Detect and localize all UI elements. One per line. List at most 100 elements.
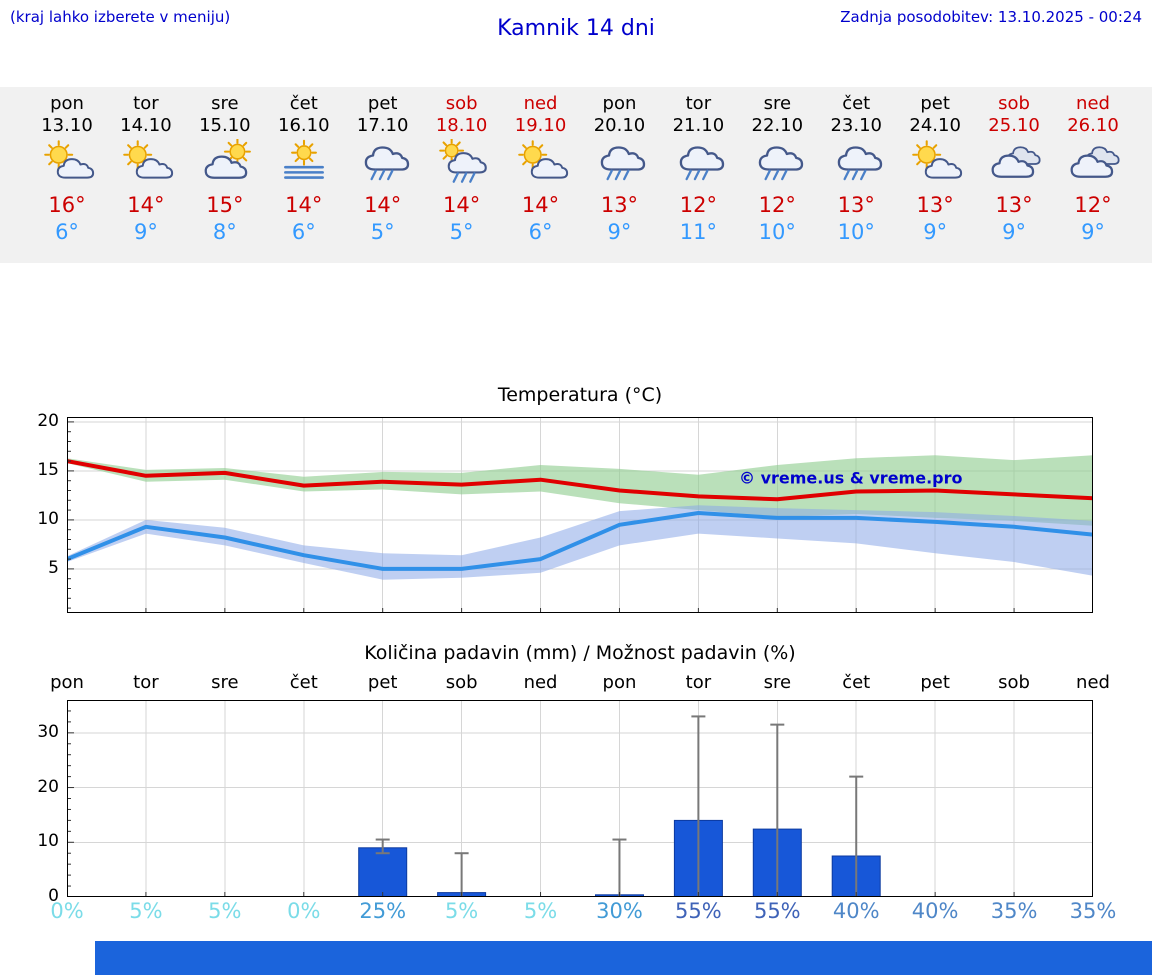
precip-y-tick-label: 0 [48,886,59,906]
day-name: sre [763,93,792,114]
day-name: sob [445,93,478,114]
min-temperature-line [67,511,1093,571]
temperature-chart: © vreme.us & vreme.pro [67,417,1093,613]
day-column-14.10[interactable]: tor 14.10 14° 9° [106,93,186,247]
day-column-18.10[interactable]: sob 18.10 14° 5° [422,93,502,247]
cloud-rain-icon [816,137,896,189]
day-column-25.10[interactable]: sob 25.10 13° 9° [974,93,1054,247]
day-low-temp: 10° [837,220,875,244]
day-column-17.10[interactable]: pet 17.10 14° 5° [343,93,423,247]
day-column-23.10[interactable]: čet 23.10 13° 10° [816,93,896,247]
precip-probability-label: 30% [596,899,643,923]
day-low-temp: 9° [1081,220,1105,244]
precip-probability-label: 5% [444,899,479,923]
precip-bar [358,847,408,897]
day-date: 14.10 [120,115,172,136]
day-high-temp: 13° [837,193,875,217]
day-date: 22.10 [751,115,804,136]
day-low-temp: 8° [212,220,237,244]
day-date: 26.10 [1067,115,1119,136]
day-date: 19.10 [514,115,567,136]
day-low-temp: 11° [679,220,717,244]
day-low-temp: 5° [370,220,395,244]
last-update-text: Zadnja posodobitev: 13.10.2025 - 00:24 [840,8,1142,26]
chart-frame [67,417,1093,613]
day-date: 25.10 [988,115,1040,136]
sun-cloud-icon [106,137,186,189]
precip-probability-label: 0% [50,899,84,923]
day-name: pet [920,93,950,114]
precip-y-tick-label: 10 [37,831,59,852]
precip-day-label: pet [367,672,398,693]
day-column-21.10[interactable]: tor 21.10 12° 11° [658,93,738,247]
cloud-sun-icon [185,137,265,189]
day-date: 13.10 [41,115,93,136]
precip-day-label: tor [133,672,159,693]
day-low-temp: 6° [528,220,553,244]
day-high-temp: 12° [1074,193,1112,217]
day-column-19.10[interactable]: ned 19.10 14° 6° [501,93,581,247]
day-name: čet [289,93,318,114]
day-low-temp: 6° [55,220,79,244]
precip-day-label: sob [998,672,1030,693]
precip-probability-label: 55% [675,899,722,923]
watermark-text: © vreme.us & vreme.pro [739,469,962,488]
precip-day-label: ned [1076,672,1110,693]
precip-probability-label: 5% [523,899,558,923]
day-high-temp: 14° [285,193,323,217]
day-low-temp: 10° [758,220,796,244]
cloud-rain-icon [737,137,817,189]
day-name: čet [842,93,871,114]
precip-day-label: pon [602,672,637,693]
precip-day-label: ned [523,672,558,693]
cloud-rain-icon [343,137,423,189]
day-high-temp: 13° [916,193,954,217]
max-temperature-line [67,459,1093,502]
day-name: tor [685,93,712,114]
day-name: ned [523,93,558,114]
precip-day-label: sre [211,672,239,693]
chart-background [67,700,1093,897]
precip-probability-label: 40% [911,899,959,923]
temperature-chart-title: Temperatura (°C) [497,384,663,406]
day-date: 21.10 [672,115,725,136]
day-low-temp: 9° [923,220,948,244]
precip-day-label: sob [445,672,478,693]
day-column-15.10[interactable]: sre 15.10 15° 8° [185,93,265,247]
cloudy-icon [1053,137,1133,189]
day-name: ned [1076,93,1110,114]
precip-day-label: sre [763,672,792,693]
max-temperature-band [67,455,1093,526]
sun-cloud-icon [895,137,975,189]
precip-probability-label: 25% [359,899,407,923]
day-column-13.10[interactable]: pon 13.10 16° 6° [27,93,107,247]
temp-y-tick-label: 15 [37,459,59,480]
menu-hint-text: (kraj lahko izberete v meniju) [10,8,231,26]
day-low-temp: 6° [291,220,316,244]
precip-day-label: čet [842,672,871,693]
day-high-temp: 12° [758,193,796,217]
day-name: pet [367,93,398,114]
cloud-rain-icon [579,137,659,189]
day-date: 24.10 [909,115,961,136]
day-high-temp: 14° [127,193,165,217]
day-date: 16.10 [278,115,330,136]
day-column-24.10[interactable]: pet 24.10 13° 9° [895,93,975,247]
temp-y-tick-label: 10 [37,508,59,529]
day-column-16.10[interactable]: čet 16.10 14° 6° [264,93,344,247]
precip-day-label: pet [920,672,950,693]
sun-cloud-icon [27,137,107,189]
sun-fog-icon [264,137,344,189]
day-column-22.10[interactable]: sre 22.10 12° 10° [737,93,817,247]
temp-y-tick-label: 20 [37,410,59,431]
day-high-temp: 13° [995,193,1033,217]
precip-probability-label: 55% [753,899,801,923]
day-low-temp: 5° [449,220,474,244]
day-column-26.10[interactable]: ned 26.10 12° 9° [1053,93,1133,247]
day-low-temp: 9° [133,220,158,244]
day-date: 17.10 [356,115,409,136]
day-low-temp: 9° [1002,220,1026,244]
day-column-20.10[interactable]: pon 20.10 13° 9° [579,93,659,247]
precip-probability-label: 35% [1069,899,1117,923]
